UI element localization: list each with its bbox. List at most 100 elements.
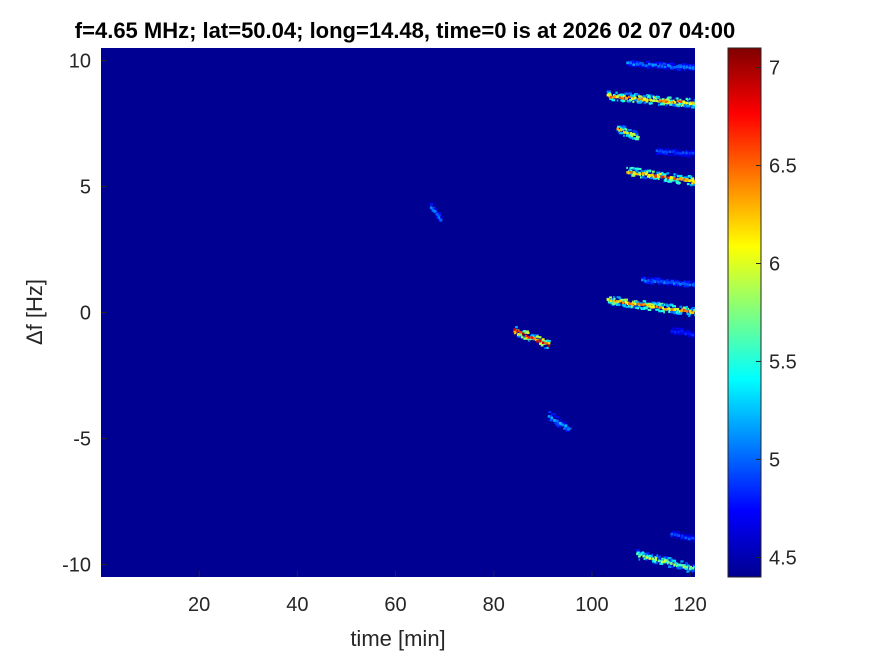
trace-speckle [653,177,657,180]
trace-speckle [643,170,647,174]
signal-trace-1 [606,90,695,109]
trace-speckle [693,68,695,71]
trace-speckle [651,553,653,557]
trace-speckle [640,176,642,179]
trace-speckle [660,302,664,305]
trace-speckle [661,280,664,283]
trace-core [637,98,640,101]
trace-core [673,308,677,311]
trace-core [629,171,632,174]
trace-speckle [694,154,695,157]
trace-speckle [530,333,535,337]
trace-core [667,100,671,104]
colorbar-tick-label: 5 [769,449,780,471]
trace-speckle [651,95,653,98]
trace-speckle [676,533,679,536]
trace-speckle [560,419,563,422]
trace-speckle [657,67,660,70]
trace-speckle [616,99,619,102]
trace-speckle [643,557,646,560]
trace-speckle [624,298,628,301]
trace-speckle [624,92,630,95]
signal-trace-7 [616,125,640,141]
trace-core [673,101,677,104]
trace-speckle [661,283,664,286]
trace-speckle [681,564,686,567]
trace-speckle [666,279,669,282]
trace-speckle [668,176,672,179]
trace-core [664,308,667,311]
trace-speckle [631,173,636,176]
trace-core [646,99,649,102]
trace-speckle [525,336,529,339]
trace-speckle [690,68,693,71]
trace-speckle [611,298,615,301]
trace-core [645,556,648,559]
trace-speckle [672,305,676,308]
trace-speckle [657,555,661,558]
trace-speckle [529,337,534,340]
trace-core [634,96,637,100]
colorbar-frame [727,47,762,578]
trace-core [626,171,629,174]
trace-speckle [636,305,641,308]
trace-speckle [527,337,531,340]
trace-speckle [661,98,665,101]
trace-core [688,179,692,183]
trace-speckle [649,65,653,68]
trace-core [615,95,619,98]
trace-speckle [688,308,693,312]
trace-speckle [622,94,626,97]
trace-speckle [686,313,692,316]
trace-core [691,333,694,337]
trace-core [650,280,653,284]
trace-speckle [662,308,666,311]
trace-speckle [637,307,640,310]
trace-core [524,334,528,338]
trace-core [636,552,639,556]
trace-speckle [656,171,661,174]
trace-speckle [683,332,686,336]
trace-core [682,282,685,285]
trace-speckle [637,65,641,68]
trace-core [685,310,689,313]
trace-speckle [623,134,626,137]
trace-speckle [686,570,689,573]
trace-speckle [652,279,655,282]
trace-speckle [692,307,695,310]
trace-core [695,312,698,315]
trace-speckle [654,302,657,305]
trace-speckle [655,308,660,311]
trace-speckle [654,61,657,64]
signal-trace-13 [670,327,695,339]
trace-speckle [675,327,680,330]
trace-speckle [622,300,626,303]
trace-speckle [619,132,623,135]
trace-speckle [638,66,641,69]
trace-core [681,151,685,154]
trace-speckle [565,430,569,433]
trace-core [643,97,646,100]
trace-speckle [666,68,670,71]
trace-speckle [664,67,668,70]
colorbar-tick-label: 4.5 [769,547,797,569]
trace-speckle [694,69,695,72]
trace-speckle [694,181,695,184]
trace-speckle [658,103,660,106]
trace-speckle [646,94,649,97]
x-tick-label: 120 [673,594,706,616]
trace-speckle [662,173,667,176]
trace-speckle [630,60,634,63]
trace-speckle [642,551,645,554]
trace-speckle [615,301,618,304]
trace-speckle [690,184,693,187]
trace-speckle [688,534,693,537]
trace-speckle [642,172,647,175]
trace-speckle [689,565,692,568]
trace-speckle [627,129,632,132]
trace-core [668,150,672,153]
trace-core [670,176,673,179]
trace-core [656,280,660,283]
trace-speckle [523,337,527,340]
